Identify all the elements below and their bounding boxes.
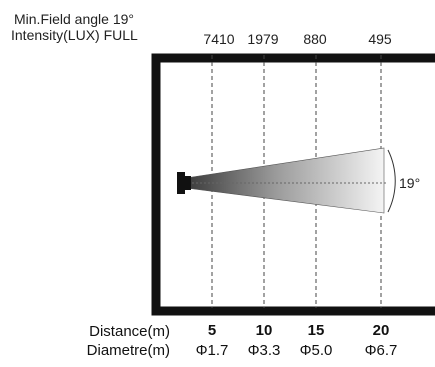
fixture-body [177, 172, 185, 194]
diameter-10: Φ3.3 [247, 342, 281, 359]
beam-angle-arc [387, 149, 396, 213]
diameter-15: Φ5.0 [299, 342, 333, 359]
distance-15: 15 [307, 322, 325, 339]
intensity-value-5m: 7410 [203, 31, 235, 47]
light-beam [185, 147, 385, 214]
fixture-head [185, 176, 191, 190]
diameter-5: Φ1.7 [195, 342, 229, 359]
distance-10: 10 [255, 322, 273, 339]
diameter-20: Φ6.7 [364, 342, 398, 359]
intensity-heading: Intensity(LUX) FULL [11, 27, 138, 43]
diameter-label: Diametre(m) [86, 342, 170, 359]
diagram-frame [151, 53, 435, 316]
intensity-value-20m: 495 [368, 31, 392, 47]
distance-5: 5 [207, 322, 217, 339]
beam-angle-label: 19° [399, 175, 421, 191]
distance-label: Distance(m) [89, 323, 170, 340]
intensity-value-10m: 1979 [247, 31, 279, 47]
distance-20: 20 [372, 322, 390, 339]
field-angle-heading: Min.Field angle 19° [14, 11, 134, 27]
intensity-value-15m: 880 [303, 31, 327, 47]
